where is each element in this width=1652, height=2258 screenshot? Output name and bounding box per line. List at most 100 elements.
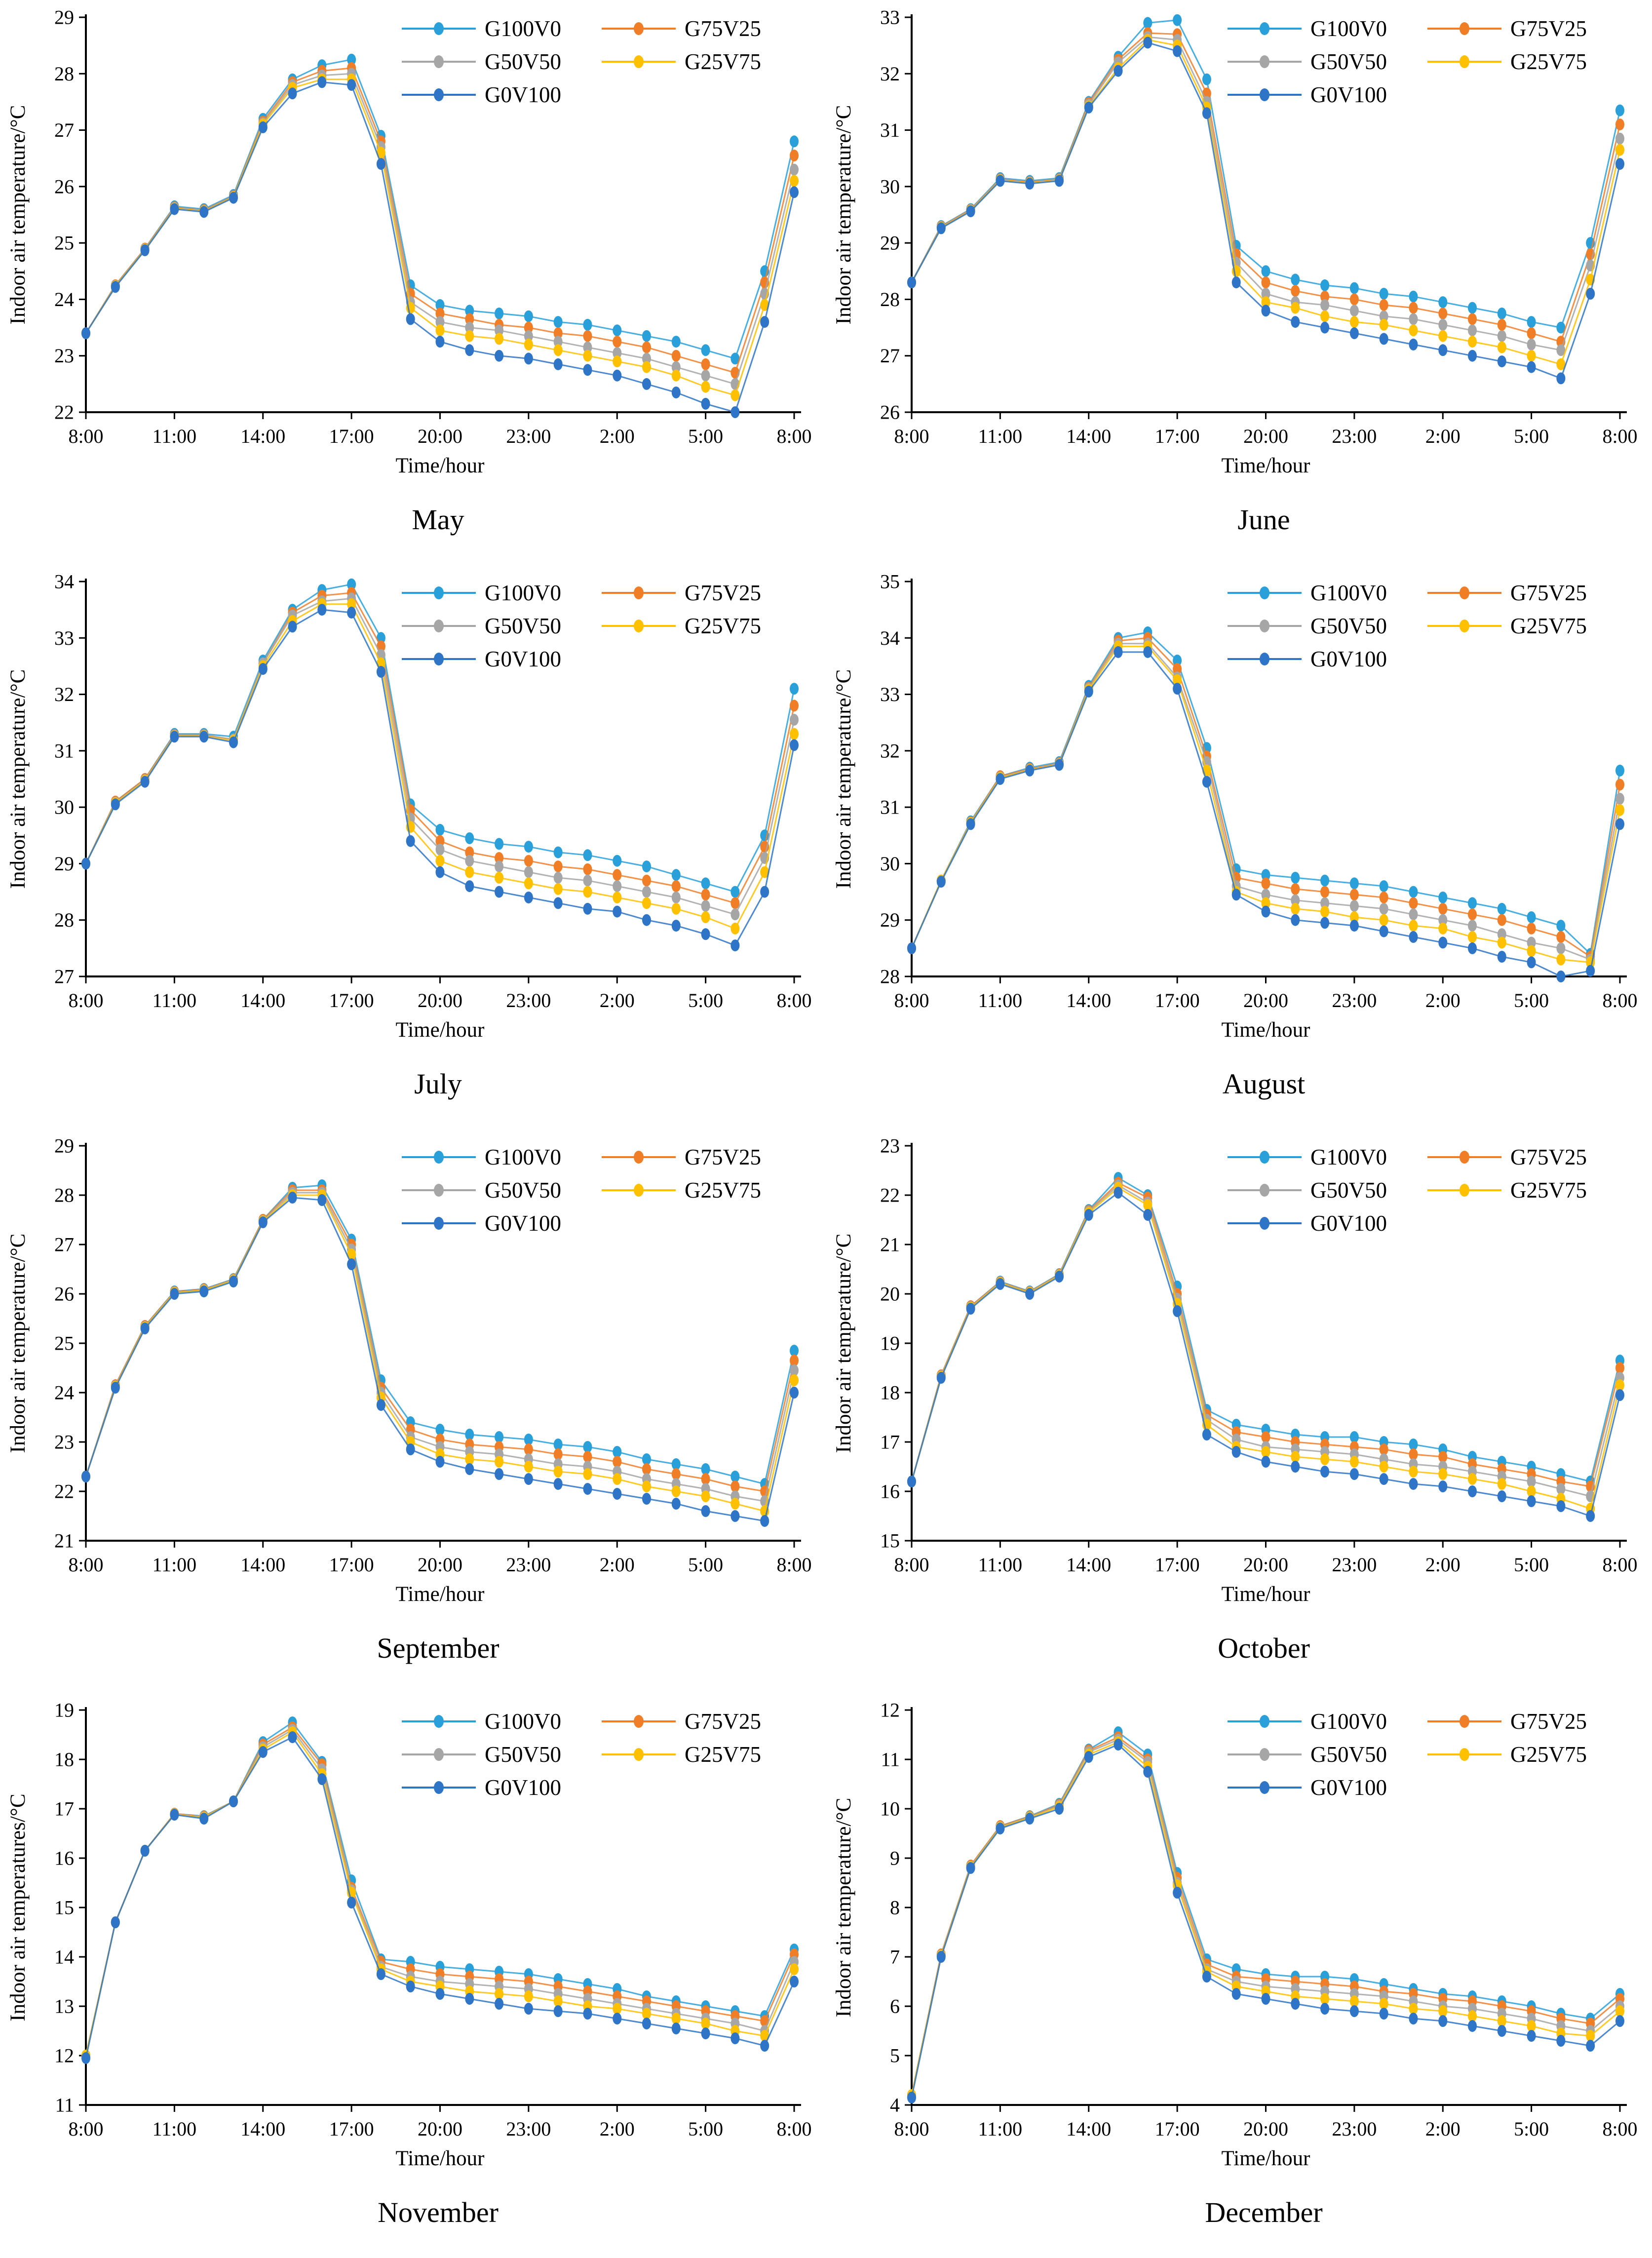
y-tick-label: 30 bbox=[880, 853, 900, 875]
data-point bbox=[1379, 318, 1388, 331]
data-point bbox=[1615, 764, 1624, 777]
data-point bbox=[701, 889, 710, 901]
legend-item-G100V0: G100V0 bbox=[1228, 1145, 1387, 1169]
data-point bbox=[495, 1468, 504, 1480]
line-chart-june: 26 27 28 29 30 31 32 33 8:00 11:00 14:00 17:00 20:00… bbox=[832, 6, 1638, 478]
data-point bbox=[1261, 889, 1270, 901]
data-point bbox=[229, 1795, 238, 1807]
chart-caption-october: October bbox=[1218, 1632, 1310, 1664]
legend-label: G100V0 bbox=[485, 1145, 561, 1169]
legend-marker-icon bbox=[1460, 1151, 1469, 1164]
data-point bbox=[406, 1981, 415, 1992]
data-point bbox=[1409, 886, 1418, 898]
data-point bbox=[1527, 1495, 1536, 1507]
legend-label: G75V25 bbox=[685, 1709, 761, 1734]
x-tick-label: 5:00 bbox=[1514, 989, 1549, 1012]
data-point bbox=[1379, 892, 1388, 903]
data-point bbox=[1438, 318, 1448, 331]
data-point bbox=[613, 355, 622, 368]
y-tick-label: 11 bbox=[881, 1749, 900, 1771]
legend-item-G50V50: G50V50 bbox=[402, 49, 561, 74]
data-point bbox=[701, 900, 710, 912]
y-tick-label: 28 bbox=[880, 966, 900, 988]
data-point bbox=[1173, 45, 1182, 57]
data-point bbox=[1291, 285, 1300, 297]
data-point bbox=[1291, 914, 1300, 926]
data-point bbox=[1379, 2008, 1388, 2020]
y-axis-ticks: 28 29 30 31 32 33 34 35 bbox=[880, 571, 912, 988]
y-tick-label: 17 bbox=[54, 1798, 74, 1820]
legend-label: G0V100 bbox=[485, 647, 561, 671]
data-point bbox=[583, 350, 592, 362]
data-point bbox=[1055, 175, 1064, 187]
data-point bbox=[790, 714, 799, 726]
data-point bbox=[1320, 874, 1330, 887]
data-point bbox=[1173, 14, 1182, 26]
axes bbox=[911, 1707, 1627, 2106]
x-tick-label: 11:00 bbox=[153, 1554, 197, 1576]
data-point bbox=[435, 823, 445, 836]
data-point bbox=[1497, 1478, 1506, 1490]
data-point bbox=[1349, 877, 1359, 890]
x-tick-label: 20:00 bbox=[1243, 989, 1288, 1012]
data-point bbox=[258, 1746, 268, 1758]
data-point bbox=[347, 606, 356, 619]
data-point bbox=[1349, 1431, 1359, 1443]
data-point bbox=[996, 1823, 1005, 1834]
data-point bbox=[1025, 1288, 1035, 1300]
legend-item-G25V75: G25V75 bbox=[1427, 1178, 1587, 1203]
data-point bbox=[435, 1456, 445, 1468]
x-axis-ticks: 8:00 11:00 14:00 17:00 20:00 23:00 2:00 5:00 8:0… bbox=[68, 2105, 812, 2140]
legend-item-G50V50: G50V50 bbox=[402, 614, 561, 638]
data-point bbox=[524, 892, 533, 903]
data-point bbox=[1379, 1998, 1388, 2010]
series-G25V75 bbox=[81, 1189, 799, 1517]
legend-label: G100V0 bbox=[485, 581, 561, 605]
data-point bbox=[1320, 2003, 1330, 2015]
x-tick-label: 8:00 bbox=[894, 2118, 929, 2140]
y-tick-label: 27 bbox=[54, 966, 74, 988]
data-point bbox=[671, 920, 681, 932]
data-point bbox=[671, 2023, 681, 2034]
legend-item-G25V75: G25V75 bbox=[602, 1742, 761, 1767]
data-point bbox=[553, 1995, 563, 2007]
legend-marker-icon bbox=[434, 55, 444, 68]
data-point bbox=[730, 886, 740, 898]
series-G25V75 bbox=[907, 34, 1624, 370]
data-point bbox=[1497, 308, 1506, 319]
legend-item-G0V100: G0V100 bbox=[1228, 1775, 1387, 1800]
legend-label: G25V75 bbox=[685, 1742, 761, 1767]
data-point bbox=[1438, 892, 1448, 903]
data-point bbox=[1527, 922, 1536, 934]
data-point bbox=[553, 327, 563, 339]
x-tick-label: 17:00 bbox=[1155, 989, 1200, 1012]
y-axis-title: Indoor air temperatures/°C bbox=[6, 1793, 30, 2021]
data-point bbox=[170, 1809, 179, 1821]
data-point bbox=[1349, 2005, 1359, 2017]
x-tick-label: 17:00 bbox=[1155, 2118, 1200, 2140]
data-point bbox=[495, 1988, 504, 2000]
data-point bbox=[1497, 902, 1506, 915]
legend-label: G50V50 bbox=[1310, 1742, 1387, 1767]
data-point bbox=[1468, 1485, 1477, 1497]
y-tick-label: 29 bbox=[54, 853, 74, 875]
data-point bbox=[730, 2032, 740, 2044]
data-point bbox=[495, 1998, 504, 2010]
x-tick-label: 2:00 bbox=[600, 1554, 635, 1576]
data-point bbox=[790, 1374, 799, 1386]
data-point bbox=[1143, 1209, 1153, 1221]
data-point bbox=[1615, 144, 1624, 156]
data-point bbox=[760, 1515, 769, 1527]
data-point bbox=[642, 886, 651, 898]
y-tick-label: 34 bbox=[54, 571, 74, 593]
data-point bbox=[966, 1303, 975, 1315]
chart-caption-september: September bbox=[377, 1632, 499, 1664]
data-point bbox=[642, 378, 651, 390]
data-point bbox=[1497, 1490, 1506, 1502]
x-tick-label: 14:00 bbox=[240, 425, 285, 447]
data-point bbox=[465, 1453, 474, 1465]
data-point bbox=[730, 939, 740, 952]
data-point bbox=[1497, 355, 1506, 368]
data-point bbox=[1468, 350, 1477, 362]
data-point bbox=[1409, 302, 1418, 314]
